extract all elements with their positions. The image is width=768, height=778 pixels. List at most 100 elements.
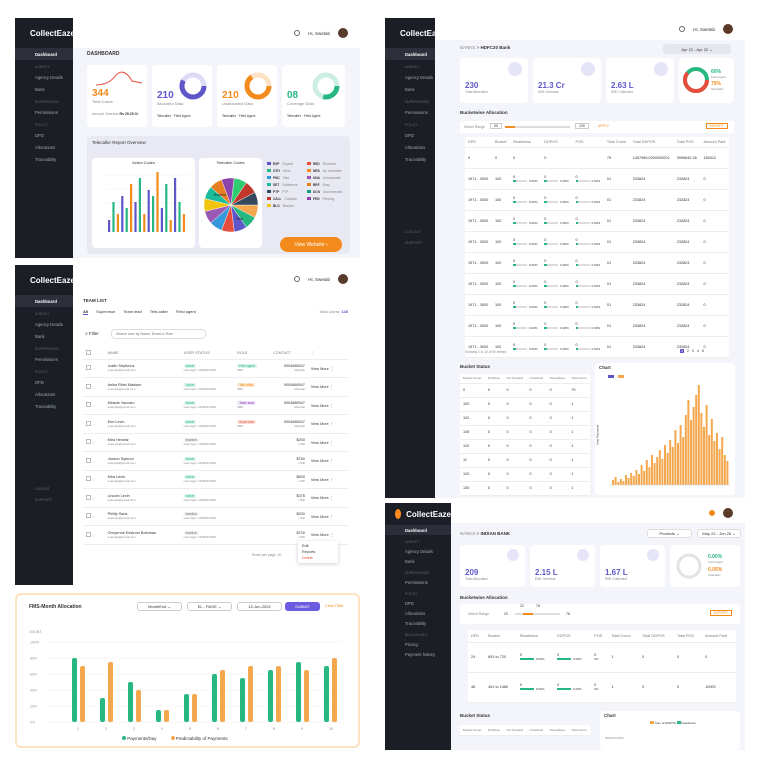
view-more-button[interactable]: View More [310,514,329,519]
checkbox[interactable] [86,513,91,519]
sidebar-item-dpd[interactable]: DPD [35,132,44,138]
range-slider[interactable] [515,613,560,615]
clear-filter-link[interactable]: Clear Filter [325,604,344,608]
search-icon[interactable] [294,276,301,282]
star-icon[interactable]: ☆ [92,533,96,538]
view-more-button[interactable]: View More [310,459,329,464]
checkbox[interactable] [86,420,91,426]
date-range-select[interactable]: May 22 - Jun 26 ⌄ [697,529,741,538]
month-select[interactable]: MonthEnd ⌄ [137,602,182,611]
view-more-button[interactable]: View More [310,422,329,427]
more-icon[interactable]: ⋮ [328,422,334,427]
sidebar-item-allocations[interactable]: Allocations [35,391,56,397]
tab-field-agent[interactable]: Field agent [175,309,196,314]
menu-item-reports[interactable]: Reports [302,550,316,554]
sidebar-item-allocations[interactable]: Allocations [405,610,426,616]
star-icon[interactable]: ☆ [92,385,96,390]
sidebar-item-pricing[interactable]: Pricing [405,641,418,647]
export-button[interactable]: EXPORT [705,123,728,129]
menu-item-delete[interactable]: Delete [302,556,313,560]
view-more-button[interactable]: View More [310,440,329,445]
date-select[interactable]: 12-Jun-2022 [237,602,282,611]
view-website-button[interactable]: View Website › [280,237,342,252]
page-select[interactable]: EL - PAGE ⌄ [187,602,232,611]
checkbox[interactable] [86,494,91,500]
search-input[interactable] [111,329,206,339]
menu-item-edit[interactable]: Edit [302,544,309,548]
sidebar-item-payment-history[interactable]: Payment history [405,651,436,657]
more-icon[interactable]: ⋮ [328,459,334,464]
search-icon[interactable] [679,26,686,32]
more-icon[interactable]: ⋮ [328,514,334,519]
view-more-button[interactable]: View More [310,533,329,538]
sidebar-item-permissions[interactable]: Permissions [405,109,428,115]
star-icon[interactable]: ☆ [92,478,96,483]
checkbox[interactable] [86,402,91,408]
sidebar-item-bank[interactable]: Bank [405,558,415,564]
breadcrumb-banks[interactable]: BANKS [460,531,476,536]
sidebar-item-dashboard[interactable]: Dashboard [385,48,435,60]
star-icon[interactable]: ☆ [92,496,96,501]
checkbox[interactable] [86,457,91,463]
sidebar-item-dpd[interactable]: DPD [405,132,414,138]
more-icon[interactable]: ⋮ [328,385,334,390]
view-more-button[interactable]: View More [310,366,329,371]
filter-button[interactable]: ≡ Filter [85,331,99,336]
sidebar-item-traceability[interactable]: Traceability [405,156,427,162]
sun-icon[interactable] [709,510,715,516]
checkbox[interactable] [86,383,91,389]
avatar[interactable] [338,274,348,284]
sidebar-item-permissions[interactable]: Permissions [35,356,58,362]
avatar[interactable] [723,24,733,34]
submit-button[interactable]: SUBMIT [285,602,320,611]
sidebar-item-allocations[interactable]: Allocations [35,144,56,150]
range-from[interactable]: 22 [520,604,524,608]
page-1[interactable]: 1 [680,349,684,353]
sidebar-item-permissions[interactable]: Permissions [35,109,58,115]
search-icon[interactable] [294,30,301,36]
sidebar-item-dashboard[interactable]: Dashboard [385,525,451,535]
product-select[interactable]: Products ⌄ [647,529,692,538]
star-icon[interactable]: ☆ [92,404,96,409]
star-icon[interactable]: ☆ [92,367,96,372]
more-icon[interactable]: ⋮ [328,366,334,371]
tab-team-lead[interactable]: Team lead [123,309,142,314]
sidebar-item-traceability[interactable]: Traceability [35,156,57,162]
range-to[interactable]: 76 [536,604,540,608]
star-icon[interactable]: ☆ [92,459,96,464]
page-5[interactable]: 5 [701,349,704,353]
view-more-button[interactable]: View More [310,477,329,482]
view-more-button[interactable]: View More [310,403,329,408]
logout-link[interactable]: LOG OUT [405,230,421,234]
checkbox[interactable] [86,349,91,355]
view-more-button[interactable]: View More [310,385,329,390]
sidebar-item-bank[interactable]: Bank [405,86,415,92]
sidebar-item-allocations[interactable]: Allocations [405,144,426,150]
tab-supervisor[interactable]: Supervisor [96,309,116,314]
page-2[interactable]: 2 [686,349,689,353]
export-button[interactable]: EXPORT [709,610,732,616]
star-icon[interactable]: ☆ [92,422,96,427]
sidebar-item-agency[interactable]: Agency Details [405,74,433,80]
tab-all[interactable]: All [83,309,89,315]
star-icon[interactable]: ☆ [92,515,96,520]
sidebar-item-bank[interactable]: Bank [35,86,45,92]
sidebar-item-agency[interactable]: Agency Details [405,548,433,554]
sidebar-item-agency[interactable]: Agency Details [35,321,63,327]
date-range-select[interactable]: Apr 22 - Apr 22 ⌄ [663,44,731,54]
sidebar-item-agency[interactable]: Agency Details [35,74,63,80]
range-from[interactable]: 00 [490,123,502,129]
tab-tele-caller[interactable]: Tele-caller [149,309,168,314]
sidebar-item-traceability[interactable]: Traceability [405,620,427,626]
breadcrumb-banks[interactable]: BANKS [460,45,476,50]
checkbox[interactable] [86,531,91,537]
sidebar-item-dashboard[interactable]: Dashboard [15,295,73,307]
sidebar-item-dpd[interactable]: DPD [35,379,44,385]
avatar[interactable] [723,508,733,518]
checkbox[interactable] [86,476,91,482]
page-4[interactable]: 4 [696,349,699,353]
sidebar-item-dashboard[interactable]: Dashboard [15,48,73,60]
sidebar-item-traceability[interactable]: Traceability [35,403,57,409]
star-icon[interactable]: ☆ [92,441,96,446]
more-icon[interactable]: ⋮ [328,477,334,482]
